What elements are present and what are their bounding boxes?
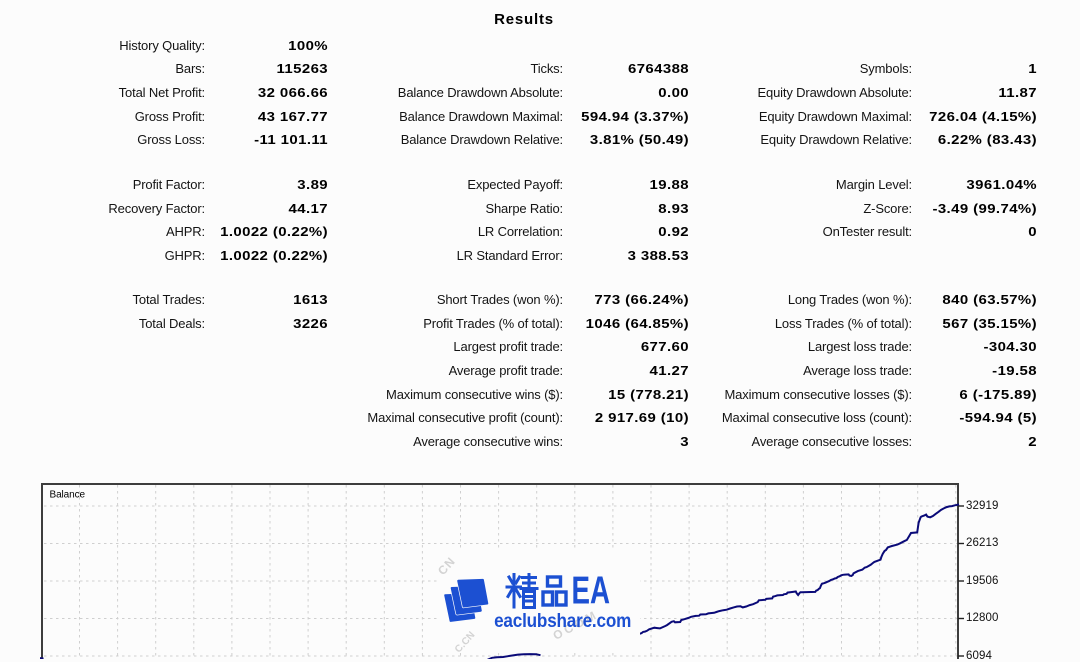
svg-text:EA: EA [572,571,611,613]
svg-text:Balance: Balance [50,490,86,501]
